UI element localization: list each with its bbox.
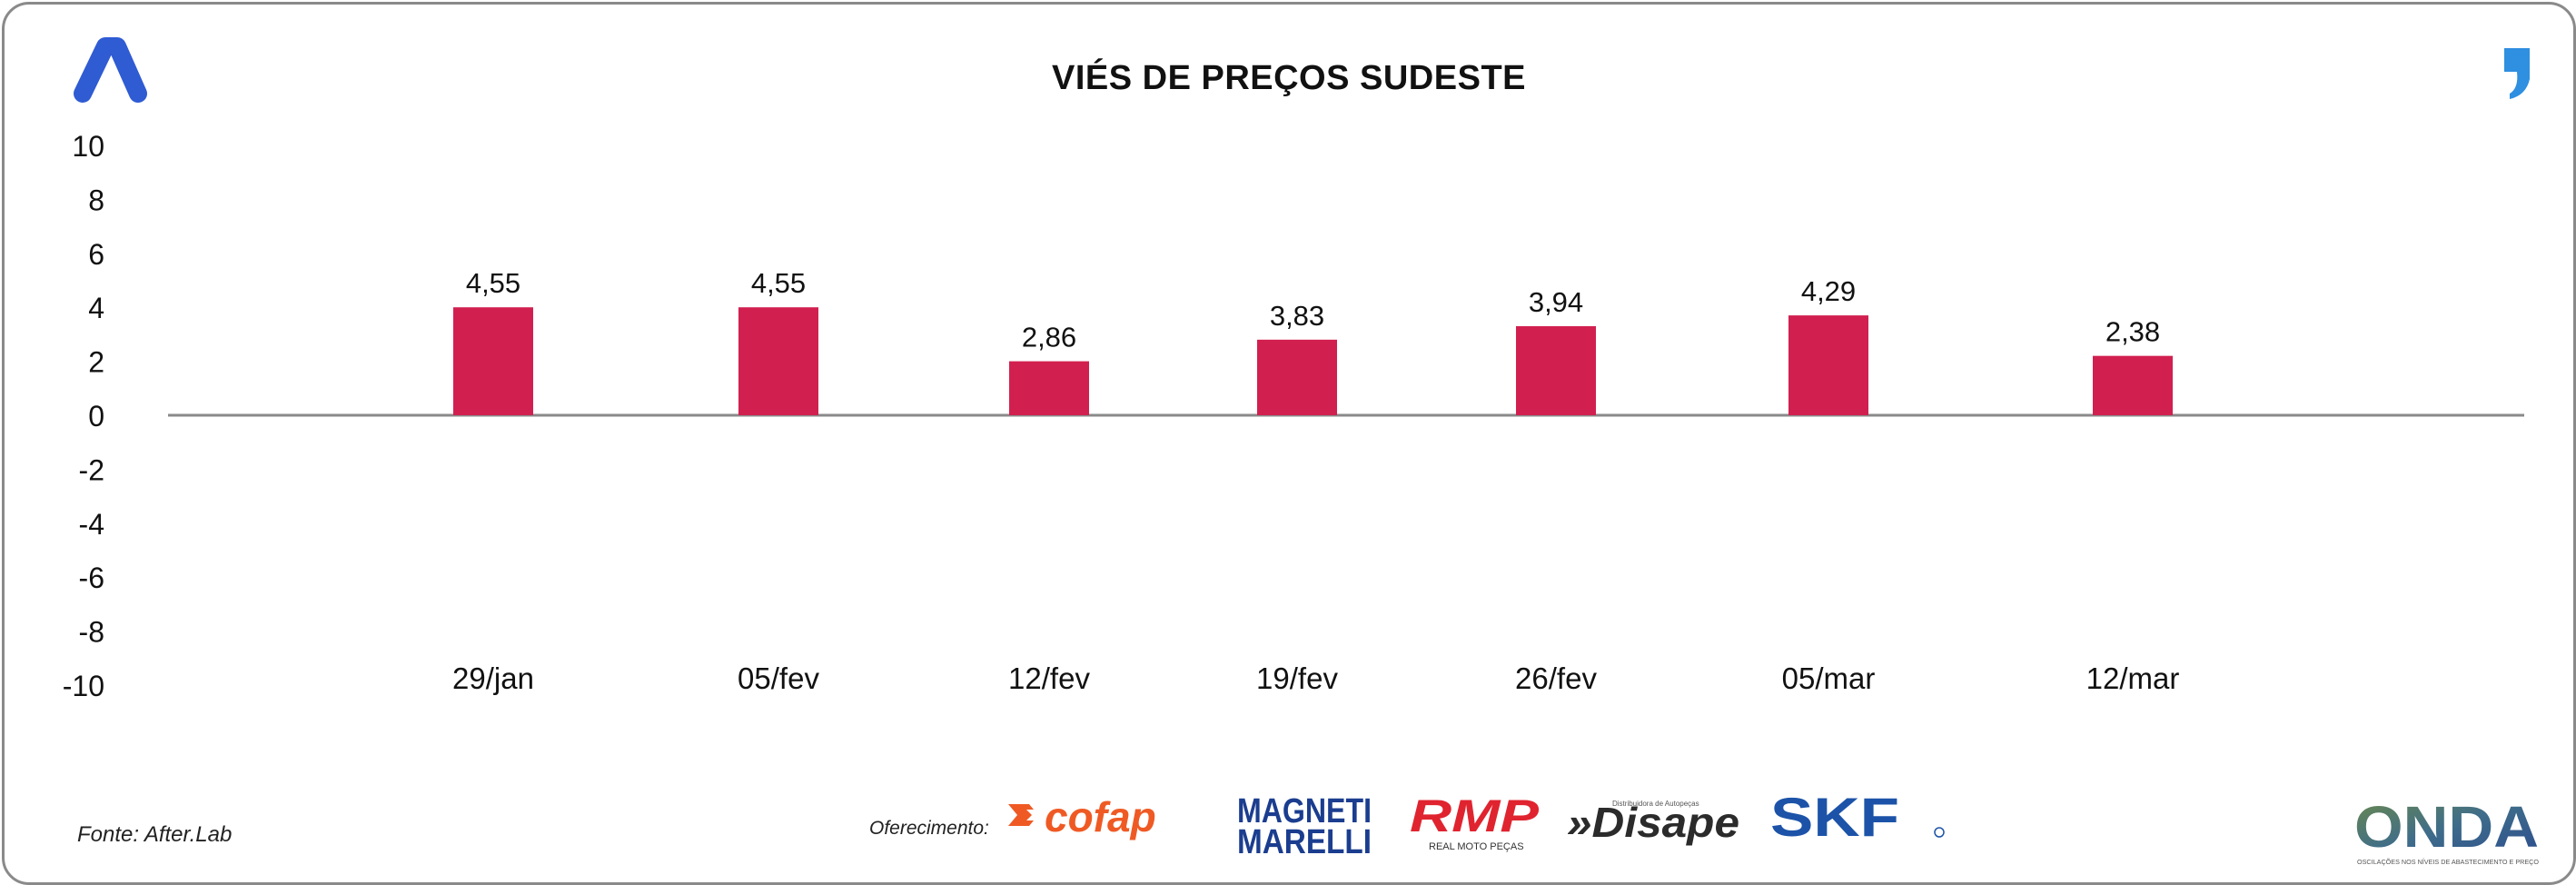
- rmp-logo-text: RMP: [1410, 791, 1540, 841]
- quote-mark-icon: [2504, 48, 2530, 99]
- rmp-logo: RMP REAL MOTO PEÇAS: [1410, 791, 1540, 852]
- bar: [453, 307, 533, 415]
- bar: [738, 307, 818, 415]
- chart-title: VIÉS DE PREÇOS SUDESTE: [1051, 59, 1526, 97]
- x-category-label: 12/mar: [2086, 661, 2180, 695]
- marelli-logo-text: MARELLI: [1237, 823, 1372, 861]
- y-tick-label: -8: [79, 616, 104, 649]
- magneti-marelli-logo: MAGNETI MARELLI: [1237, 792, 1372, 861]
- skf-logo: SKF: [1770, 787, 1945, 848]
- x-category-label: 05/mar: [1782, 661, 1876, 695]
- onda-logo-text: ONDA: [2354, 794, 2539, 860]
- x-category-label: 12/fev: [1008, 661, 1090, 695]
- y-tick-label: -6: [79, 562, 104, 594]
- onda-logo: ONDA OSCILAÇÕES NOS NÍVEIS DE ABASTECIME…: [2354, 794, 2540, 866]
- bar-value-label: 2,38: [2105, 316, 2160, 348]
- x-category-label: 26/fev: [1515, 661, 1597, 695]
- skf-logo-text: SKF: [1770, 787, 1899, 848]
- y-tick-label: 0: [88, 400, 104, 433]
- bar-value-label: 4,55: [466, 267, 520, 299]
- bar-value-label: 3,94: [1529, 286, 1583, 318]
- disape-logo-text: »Disape: [1567, 799, 1739, 846]
- bar-value-label: 4,29: [1801, 275, 1856, 307]
- registered-mark-icon: [1934, 827, 1945, 838]
- disape-logo-subtext: Distribuidora de Autopeças: [1612, 800, 1699, 808]
- source-note: Fonte: After.Lab: [77, 822, 233, 847]
- magneti-logo-text: MAGNETI: [1237, 792, 1372, 830]
- bar-chart: 10 8 6 4 2 0 -2 -4 -6 -8 -10 4,55 29/jan 4,55 05/fev 2…: [63, 37, 2540, 866]
- y-tick-label: 8: [88, 184, 104, 216]
- disape-logo: »Disape Distribuidora de Autopeças: [1567, 799, 1739, 846]
- y-tick-label: 6: [88, 238, 104, 271]
- sponsor-label: Oferecimento:: [869, 818, 989, 839]
- onda-logo-subtext: OSCILAÇÕES NOS NÍVEIS DE ABASTECIMENTO E…: [2357, 858, 2540, 866]
- sponsor-logos: cofap MAGNETI MARELLI RMP REAL MOTO PEÇA…: [1008, 787, 2540, 866]
- y-tick-label: 10: [72, 130, 104, 163]
- y-tick-label: -2: [79, 453, 104, 486]
- bar-value-label: 3,83: [1270, 300, 1324, 332]
- y-tick-label: -10: [63, 670, 104, 702]
- y-tick-label: 2: [88, 346, 104, 379]
- bar-value-label: 2,86: [1022, 322, 1076, 353]
- y-tick-label: -4: [79, 508, 104, 541]
- bar: [1516, 325, 1596, 415]
- y-tick-label: 4: [88, 292, 104, 324]
- x-category-label: 05/fev: [738, 661, 819, 695]
- bar: [2093, 355, 2173, 415]
- x-category-label: 29/jan: [452, 661, 534, 695]
- bar: [1788, 315, 1868, 415]
- bar: [1257, 339, 1337, 415]
- after-lab-logo-icon: [74, 37, 147, 103]
- x-category-label: 19/fev: [1256, 661, 1338, 695]
- cofap-logo: cofap: [1008, 793, 1156, 840]
- bar: [1009, 361, 1089, 415]
- rmp-logo-subtext: REAL MOTO PEÇAS: [1429, 841, 1524, 852]
- cofap-logo-text: cofap: [1045, 793, 1156, 840]
- bar-value-label: 4,55: [751, 267, 806, 299]
